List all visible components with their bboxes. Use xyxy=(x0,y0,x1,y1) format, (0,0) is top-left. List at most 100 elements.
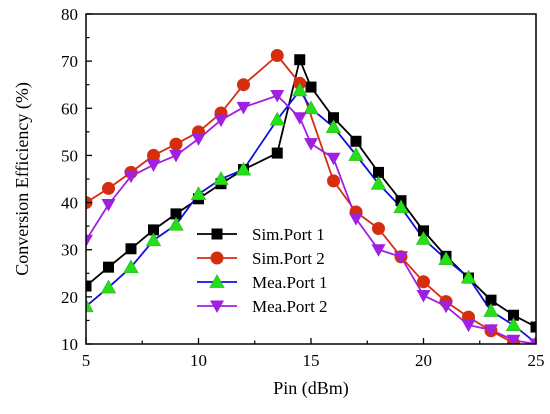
legend-marker-triangle-up-icon xyxy=(209,274,225,288)
data-point-marker xyxy=(460,269,477,284)
data-point-marker xyxy=(170,208,182,220)
legend-label: Mea.Port 1 xyxy=(252,273,328,292)
data-point-marker xyxy=(270,48,284,62)
data-point-marker xyxy=(190,186,207,200)
data-point-marker xyxy=(484,324,498,337)
data-point-marker xyxy=(236,101,251,115)
data-point-marker xyxy=(371,244,386,257)
data-point-marker xyxy=(418,225,429,237)
data-point-marker xyxy=(146,159,161,172)
data-point-marker xyxy=(461,319,476,333)
data-point-marker xyxy=(269,111,285,126)
data-point-marker xyxy=(102,181,115,195)
legend-marker-circle-icon xyxy=(210,251,224,265)
data-point-marker xyxy=(529,338,536,344)
y-tick-label: 80 xyxy=(61,5,78,24)
data-point-marker xyxy=(328,112,339,124)
data-point-marker xyxy=(303,100,319,115)
data-point-marker xyxy=(168,216,184,231)
legend-marker-triangle-down-icon xyxy=(210,300,224,313)
y-tick-label: 50 xyxy=(61,146,78,165)
data-point-marker xyxy=(148,224,159,236)
data-point-marker xyxy=(349,213,363,226)
legend-entry-sim-port-2: Sim.Port 2 xyxy=(197,249,325,268)
data-point-marker xyxy=(350,135,362,147)
data-point-marker xyxy=(505,317,522,332)
data-point-marker xyxy=(237,78,250,92)
data-point-marker xyxy=(483,303,499,317)
y-tick-label: 60 xyxy=(61,99,78,118)
data-point-marker xyxy=(348,147,364,161)
data-point-marker xyxy=(394,251,408,264)
data-point-marker xyxy=(86,280,92,292)
data-point-marker xyxy=(327,174,340,188)
x-axis-label: Pin (dBm) xyxy=(273,378,349,399)
y-tick-label: 30 xyxy=(61,241,78,260)
series-markers-3 xyxy=(86,90,536,344)
data-point-marker xyxy=(210,300,224,313)
data-point-marker xyxy=(169,137,183,151)
data-point-marker xyxy=(235,161,252,176)
data-point-marker xyxy=(191,133,206,146)
legend-entry-mea-port-2: Mea.Port 2 xyxy=(197,297,328,316)
legend-marker-square-icon xyxy=(211,228,223,240)
y-tick-label: 40 xyxy=(61,194,78,213)
data-point-marker xyxy=(125,243,137,255)
data-point-marker xyxy=(370,175,387,190)
data-point-marker xyxy=(508,309,519,321)
legend-label: Sim.Port 2 xyxy=(252,249,325,268)
series-markers xyxy=(86,48,536,344)
y-tick-label: 10 xyxy=(61,335,78,354)
x-tick-label: 15 xyxy=(303,351,320,370)
data-point-marker xyxy=(530,321,536,333)
data-point-marker xyxy=(373,166,384,178)
data-point-marker xyxy=(147,148,160,162)
data-point-marker xyxy=(103,261,114,273)
y-tick-label: 70 xyxy=(61,52,78,71)
data-point-marker xyxy=(271,147,283,159)
data-point-marker xyxy=(485,294,497,306)
series-markers-2 xyxy=(86,82,536,344)
data-point-marker xyxy=(305,81,317,93)
data-point-marker xyxy=(101,198,116,212)
legend-entry-sim-port-1: Sim.Port 1 xyxy=(197,225,325,244)
data-point-marker xyxy=(210,251,224,265)
data-point-marker xyxy=(393,199,409,214)
data-point-marker xyxy=(415,231,432,245)
data-point-marker xyxy=(100,279,117,294)
data-point-marker xyxy=(124,170,138,184)
data-point-marker xyxy=(86,298,94,313)
x-tick-label: 20 xyxy=(415,351,432,370)
data-point-marker xyxy=(438,251,454,266)
x-tick-label: 5 xyxy=(82,351,91,370)
data-point-marker xyxy=(213,171,229,185)
data-point-marker xyxy=(214,114,228,128)
y-tick-label: 20 xyxy=(61,288,78,307)
data-point-marker xyxy=(270,90,285,103)
legend: Sim.Port 1 Sim.Port 2 Mea.Port 1 Mea.Por… xyxy=(197,225,328,316)
data-point-marker xyxy=(325,119,342,134)
data-point-marker xyxy=(169,149,183,163)
data-point-marker xyxy=(86,234,93,248)
legend-label: Sim.Port 1 xyxy=(252,225,325,244)
data-point-marker xyxy=(416,289,431,303)
data-point-marker xyxy=(506,334,521,344)
plot-frame xyxy=(85,13,537,345)
data-point-marker xyxy=(304,138,318,151)
data-point-marker xyxy=(372,222,385,235)
data-point-marker xyxy=(326,152,341,166)
data-point-marker xyxy=(211,228,223,240)
x-tick-label: 10 xyxy=(190,351,207,370)
data-point-marker xyxy=(292,112,307,125)
data-point-marker xyxy=(123,259,139,274)
legend-label: Mea.Port 2 xyxy=(252,297,328,316)
data-point-marker xyxy=(417,275,430,289)
axis-ticks xyxy=(85,13,537,345)
data-point-marker xyxy=(209,274,225,288)
data-point-marker xyxy=(292,82,308,97)
data-point-marker xyxy=(439,300,453,314)
legend-entry-mea-port-1: Mea.Port 1 xyxy=(197,273,328,292)
y-axis-label: Conversion Efficiency (%) xyxy=(12,82,33,276)
